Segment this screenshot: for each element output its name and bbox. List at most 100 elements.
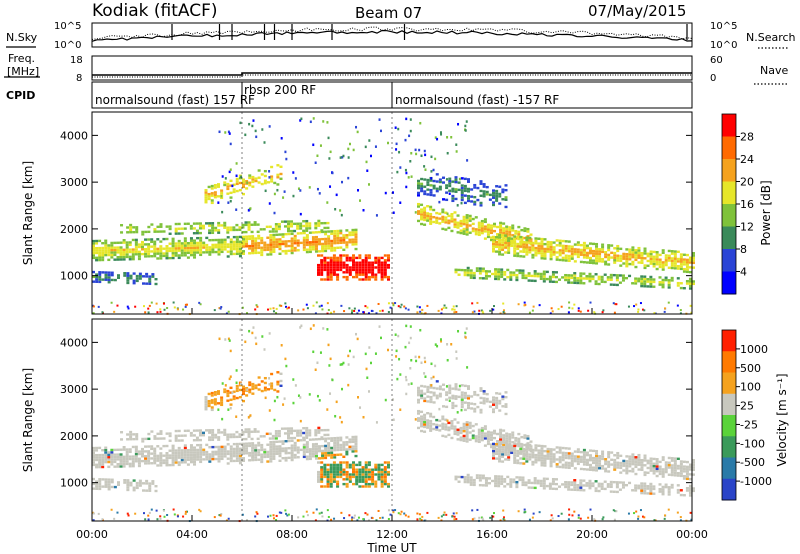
power-cell	[585, 275, 589, 278]
velocity-cell	[184, 510, 187, 513]
velocity-cell	[186, 449, 190, 452]
velocity-cell	[561, 458, 565, 462]
velocity-cell	[664, 463, 668, 467]
power-cell	[483, 225, 487, 228]
power-cell	[505, 225, 509, 228]
velocity-cell	[326, 328, 329, 331]
power-cell	[600, 280, 604, 283]
velocity-cell	[131, 445, 135, 449]
velocity-cell	[649, 485, 653, 488]
power-cell	[628, 262, 632, 266]
power-cell	[92, 247, 95, 250]
velocity-cell	[383, 473, 387, 476]
power-cell	[409, 129, 412, 133]
power-cell	[336, 241, 340, 245]
velocity-cell	[290, 454, 294, 457]
velocity-cell	[235, 452, 239, 455]
power-cell	[293, 237, 297, 240]
velocity-cell	[525, 443, 529, 446]
velocity-cell	[302, 438, 306, 442]
velocity-cell	[387, 466, 390, 469]
velocity-cell	[525, 460, 529, 463]
velocity-cell	[150, 445, 154, 448]
power-cell	[371, 271, 375, 274]
velocity-cell	[110, 478, 114, 481]
power-cell	[655, 253, 659, 256]
power-cell	[367, 263, 371, 267]
power-cell	[131, 257, 135, 261]
velocity-cell	[208, 429, 212, 432]
power-cell	[673, 250, 677, 253]
power-cell	[254, 249, 258, 252]
velocity-cell	[366, 376, 369, 379]
velocity-cell	[585, 451, 589, 454]
velocity-cell	[282, 403, 285, 406]
power-cell	[394, 126, 397, 129]
velocity-cell	[195, 429, 199, 432]
power-cell	[347, 147, 350, 151]
velocity-cell	[549, 455, 553, 458]
velocity-cell	[576, 448, 580, 451]
power-cell	[456, 214, 460, 217]
colorbar-tick-label: 100	[740, 381, 761, 394]
velocity-cell	[299, 326, 302, 329]
velocity-cell	[673, 471, 677, 475]
power-cell	[649, 260, 653, 263]
velocity-cell	[409, 325, 412, 328]
power-cell	[634, 251, 638, 254]
power-cell	[302, 224, 306, 228]
velocity-cell	[147, 454, 151, 458]
velocity-cell	[631, 458, 635, 461]
velocity-cell	[345, 461, 349, 464]
velocity-cell	[482, 399, 486, 403]
power-cell	[573, 279, 577, 282]
velocity-cell	[135, 484, 139, 487]
velocity-cell	[448, 396, 452, 399]
power-cell	[471, 227, 475, 230]
velocity-cell	[549, 464, 553, 468]
power-cell	[568, 301, 571, 304]
power-cell	[479, 182, 483, 185]
velocity-cell	[314, 433, 318, 437]
velocity-cell	[166, 514, 169, 517]
power-cell	[299, 227, 303, 230]
velocity-cell	[510, 444, 514, 447]
power-cell	[358, 256, 362, 260]
velocity-cell	[473, 402, 477, 406]
velocity-cell	[465, 423, 469, 426]
power-cell	[579, 277, 583, 280]
power-cell	[471, 302, 474, 305]
power-cell	[598, 250, 602, 253]
power-cell	[377, 261, 381, 264]
power-cell	[510, 239, 514, 243]
velocity-cell	[503, 519, 506, 522]
velocity-cell	[532, 512, 535, 515]
velocity-cell	[132, 437, 136, 441]
power-cell	[318, 250, 322, 253]
power-cell	[314, 245, 318, 248]
power-cell	[612, 273, 616, 277]
power-cell	[525, 250, 529, 254]
power-cell	[311, 236, 315, 239]
velocity-cell	[248, 454, 252, 457]
velocity-cell	[501, 453, 505, 456]
velocity-cell	[444, 418, 448, 421]
velocity-cell	[245, 387, 249, 390]
velocity-cell	[526, 442, 530, 445]
power-cell	[658, 253, 662, 257]
velocity-cell	[276, 390, 280, 393]
power-cell	[465, 223, 469, 227]
power-cell	[107, 276, 111, 279]
velocity-cell	[383, 482, 387, 486]
power-cell	[98, 278, 102, 281]
velocity-cell	[533, 481, 537, 485]
velocity-cell	[248, 381, 252, 384]
power-cell	[489, 229, 493, 232]
power-cell	[420, 213, 424, 216]
velocity-cell	[607, 463, 611, 466]
velocity-cell	[570, 459, 574, 463]
power-cell	[548, 278, 552, 281]
velocity-cell	[229, 445, 233, 448]
power-cell	[329, 266, 333, 269]
velocity-cell	[492, 449, 495, 453]
